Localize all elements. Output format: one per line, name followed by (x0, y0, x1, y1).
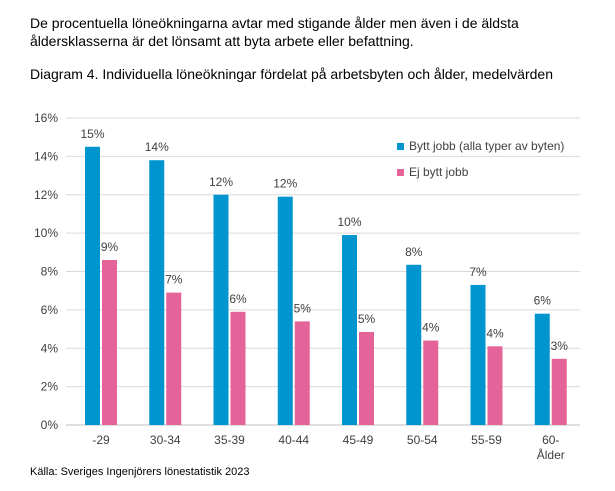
legend-swatch (397, 169, 404, 176)
data-label: 7% (469, 265, 487, 279)
bar-bytt-jobb (534, 313, 550, 425)
bar-chart: 0% 2% 4% 6% 8% 10% 12% 14% 16% 15% 14% 12% 12% 10% 8%… (34, 111, 580, 460)
bar-ej-bytt-jobb (166, 292, 182, 425)
data-label: 15% (80, 127, 104, 141)
data-label: 12% (273, 177, 297, 191)
y-tick-label: 4% (41, 341, 59, 355)
x-tick-label: 55-59 (471, 433, 502, 447)
bar-bytt-jobb (213, 194, 229, 425)
bar-bytt-jobb (342, 235, 357, 425)
y-axis: 0% 2% 4% 6% 8% 10% 12% 14% 16% (34, 111, 58, 432)
bar-bytt-jobb (85, 146, 100, 425)
chart-gridlines (66, 117, 580, 426)
x-tick-label: 45-49 (343, 433, 374, 447)
data-label: 14% (145, 140, 169, 154)
bar-bytt-jobb (406, 264, 422, 425)
y-tick-label: 8% (41, 265, 59, 279)
data-label: 9% (101, 240, 119, 254)
y-tick-label: 0% (41, 418, 59, 432)
chart-title: Diagram 4. Individuella löneökningar för… (30, 66, 553, 82)
data-label: 7% (165, 273, 183, 287)
y-tick-label: 10% (34, 226, 58, 240)
data-label: 4% (422, 321, 440, 335)
legend-label: Bytt jobb (alla typer av byten) (409, 139, 564, 153)
y-tick-label: 6% (41, 303, 59, 317)
source-note: Källa: Sveriges Ingenjörers lönestatisti… (30, 466, 250, 478)
y-tick-label: 14% (34, 149, 58, 163)
data-label: 6% (229, 292, 247, 306)
data-label: 8% (405, 245, 423, 259)
data-label: 12% (209, 175, 233, 189)
bar-ej-bytt-jobb (294, 321, 310, 425)
data-label: 10% (337, 215, 361, 229)
intro-text: De procentuella löneökningarna avtar med… (30, 15, 519, 49)
data-label: 4% (486, 326, 504, 340)
bar-ej-bytt-jobb (487, 346, 503, 425)
y-tick-label: 12% (34, 188, 58, 202)
chart-bars: 15% 14% 12% 12% 10% 8% 7% 6% 9% 7% 6% 5% 5% 4% 4% 3% (80, 127, 568, 425)
bar-bytt-jobb (277, 196, 293, 425)
data-label: 5% (358, 312, 376, 326)
y-tick-label: 2% (41, 380, 59, 394)
bar-ej-bytt-jobb (230, 311, 246, 425)
bar-bytt-jobb (470, 284, 486, 425)
x-tick-label: -29 (92, 433, 110, 447)
data-label: 6% (534, 294, 552, 308)
x-tick-label: 40-44 (278, 433, 309, 447)
x-tick-label: 35-39 (214, 433, 245, 447)
data-label: 3% (551, 339, 569, 353)
data-label: 5% (294, 301, 312, 315)
chart-legend: Bytt jobb (alla typer av byten) Ej bytt j… (397, 139, 564, 179)
bar-bytt-jobb (149, 160, 165, 425)
legend-label: Ej bytt jobb (409, 165, 469, 179)
x-tick-label: 30-34 (150, 433, 181, 447)
bar-ej-bytt-jobb (102, 259, 117, 425)
bar-ej-bytt-jobb (423, 340, 439, 425)
x-tick-label: Ålder (537, 447, 565, 460)
bar-ej-bytt-jobb (359, 331, 374, 425)
y-tick-label: 16% (34, 111, 58, 125)
x-axis: -29 30-34 35-39 40-44 45-49 50-54 55-59 60-Ålde… (92, 433, 564, 460)
legend-swatch (397, 143, 404, 150)
x-tick-label: 50-54 (407, 433, 438, 447)
x-tick-label: 60- (542, 433, 559, 447)
bar-ej-bytt-jobb (551, 358, 567, 425)
